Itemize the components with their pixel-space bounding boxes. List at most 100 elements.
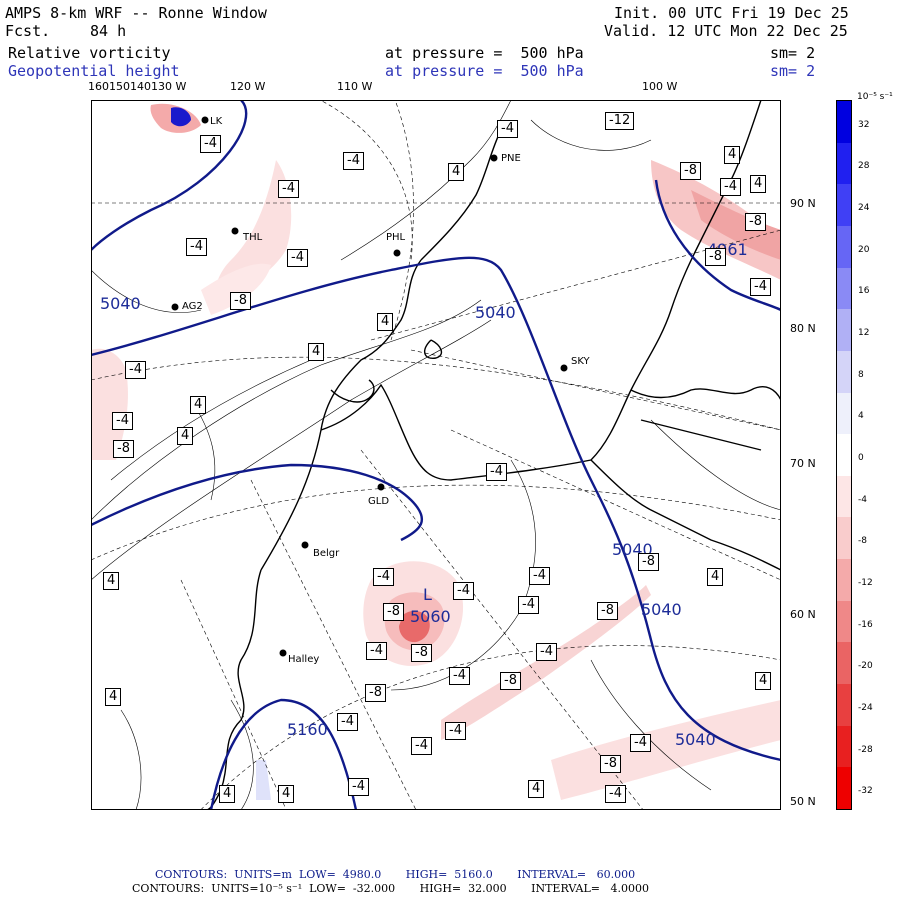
vorticity-contour-label: -8	[705, 248, 726, 266]
colorbar-tick-label: -24	[858, 702, 873, 713]
colorbar-tick-label: -20	[858, 661, 873, 672]
lat-label-80n: 80 N	[790, 322, 816, 335]
vorticity-contour-label: -4	[750, 278, 771, 296]
vorticity-contour-label: -4	[186, 238, 207, 256]
vorticity-contour-label: 4	[755, 672, 772, 690]
station-label-pne: PNE	[501, 153, 521, 164]
colorbar-cell	[837, 517, 851, 560]
vorticity-contour-label: 4	[103, 572, 120, 590]
field1-smoothing: sm= 2	[770, 44, 816, 62]
vorticity-contour-label: -8	[638, 553, 659, 571]
vorticity-contour-label: -4	[366, 642, 387, 660]
lat-label-70n: 70 N	[790, 457, 816, 470]
vort-patch	[171, 107, 191, 127]
map-border	[91, 100, 781, 810]
vorticity-contour-label: -8	[745, 213, 766, 231]
station-label-thl: THL	[243, 232, 263, 243]
vort-patch	[399, 610, 430, 643]
vort-patch	[201, 263, 271, 315]
field2-level: at pressure = 500 hPa	[385, 62, 584, 80]
height-label: 5040	[641, 600, 682, 619]
vorticity-contour-label: -8	[500, 672, 521, 690]
vorticity-contour-label: 4	[278, 785, 295, 803]
colorbar-tick-label: -12	[858, 577, 873, 588]
footer-vorticity-contours: CONTOURS: UNITS=10⁻⁵ s⁻¹ LOW= -32.000 HI…	[132, 882, 649, 895]
vorticity-contour-label: -4	[200, 135, 221, 153]
lat-label-60n: 60 N	[790, 608, 816, 621]
colorbar-tick-label: -4	[858, 494, 867, 505]
forecast-label: Fcst.	[5, 22, 51, 40]
colorbar-cell	[837, 684, 851, 727]
vorticity-contour-label: -4	[343, 152, 364, 170]
init-time: Init. 00 UTC Fri 19 Dec 25	[614, 4, 849, 22]
vort-patch	[91, 348, 128, 460]
station-label-ag2: AG2	[182, 301, 203, 312]
height-label: 5040	[100, 294, 141, 313]
vorticity-contour-label: -8	[365, 684, 386, 702]
colorbar-tick-label: 28	[858, 161, 870, 172]
field2-name: Geopotential height	[8, 62, 180, 80]
vorticity-contour-label: -4	[605, 785, 626, 803]
vorticity-contour-label: -8	[113, 440, 134, 458]
vorticity-contour-label: 4	[190, 396, 207, 414]
colorbar-tick-label: 8	[858, 369, 864, 380]
vorticity-contour-label: -4	[486, 463, 507, 481]
field2-smoothing: sm= 2	[770, 62, 816, 80]
colorbar-tick-label: -8	[858, 536, 867, 547]
vorticity-contour-label: -4	[411, 737, 432, 755]
colorbar-cell	[837, 142, 851, 185]
station-label-sky: SKY	[571, 356, 590, 367]
colorbar-cell	[837, 725, 851, 768]
colorbar-tick-label: 24	[858, 203, 870, 214]
colorbar-cell	[837, 309, 851, 352]
colorbar-cell	[837, 101, 851, 144]
low-center-label: L	[423, 585, 432, 604]
colorbar-tick-label: -28	[858, 744, 873, 755]
colorbar	[836, 100, 852, 810]
colorbar-cell	[837, 642, 851, 685]
station-label-halley: Halley	[288, 654, 320, 665]
colorbar-tick-label: 12	[858, 328, 870, 339]
vorticity-contour-label: -4	[630, 734, 651, 752]
lat-label-90n: 90 N	[790, 197, 816, 210]
vort-patch	[256, 760, 271, 800]
vorticity-contour-label: -4	[373, 568, 394, 586]
colorbar-tick-label: 32	[858, 119, 870, 130]
vorticity-contour-label: -4	[287, 249, 308, 267]
vorticity-contour-label: 4	[219, 785, 236, 803]
vorticity-contour-label: -4	[536, 643, 557, 661]
vorticity-contour-label: -4	[518, 596, 539, 614]
vorticity-contour-label: -4	[112, 412, 133, 430]
vorticity-contour-label: -4	[445, 722, 466, 740]
lon-label-100w: 100 W	[642, 80, 678, 93]
valid-time: Valid. 12 UTC Mon 22 Dec 25	[604, 22, 848, 40]
colorbar-cell	[837, 767, 851, 810]
model-title: AMPS 8-km WRF -- Ronne Window	[5, 4, 267, 22]
vorticity-contour-label: 4	[707, 568, 724, 586]
latlon-grid	[91, 100, 781, 810]
station-label-gld: GLD	[368, 496, 390, 507]
colorbar-tick-label: 20	[858, 244, 870, 255]
lon-label-120w: 120 W	[230, 80, 266, 93]
height-label: 5040	[675, 730, 716, 749]
colorbar-cell	[837, 559, 851, 602]
vorticity-contour-label: -4	[497, 120, 518, 138]
lon-label-110w: 110 W	[337, 80, 373, 93]
vorticity-shading	[91, 103, 781, 800]
vorticity-contour-label: -8	[230, 292, 251, 310]
vorticity-contour-label: -8	[597, 602, 618, 620]
colorbar-cell	[837, 392, 851, 435]
vorticity-contour-label: 4	[448, 163, 465, 181]
vort-patch	[441, 585, 651, 740]
vorticity-contour-label: -8	[680, 162, 701, 180]
vorticity-contour-label: 4	[528, 780, 545, 798]
height-label: 5060	[410, 607, 451, 626]
colorbar-cell	[837, 600, 851, 643]
vorticity-contour-label: 4	[308, 343, 325, 361]
lat-label-50n: 50 N	[790, 795, 816, 808]
vorticity-contour-label: 4	[105, 688, 122, 706]
footer-height-contours: CONTOURS: UNITS=m LOW= 4980.0 HIGH= 5160…	[155, 868, 636, 881]
vort-patch	[691, 190, 781, 260]
vorticity-contour-label: -4	[529, 567, 550, 585]
station-label-belgr: Belgr	[313, 548, 340, 559]
